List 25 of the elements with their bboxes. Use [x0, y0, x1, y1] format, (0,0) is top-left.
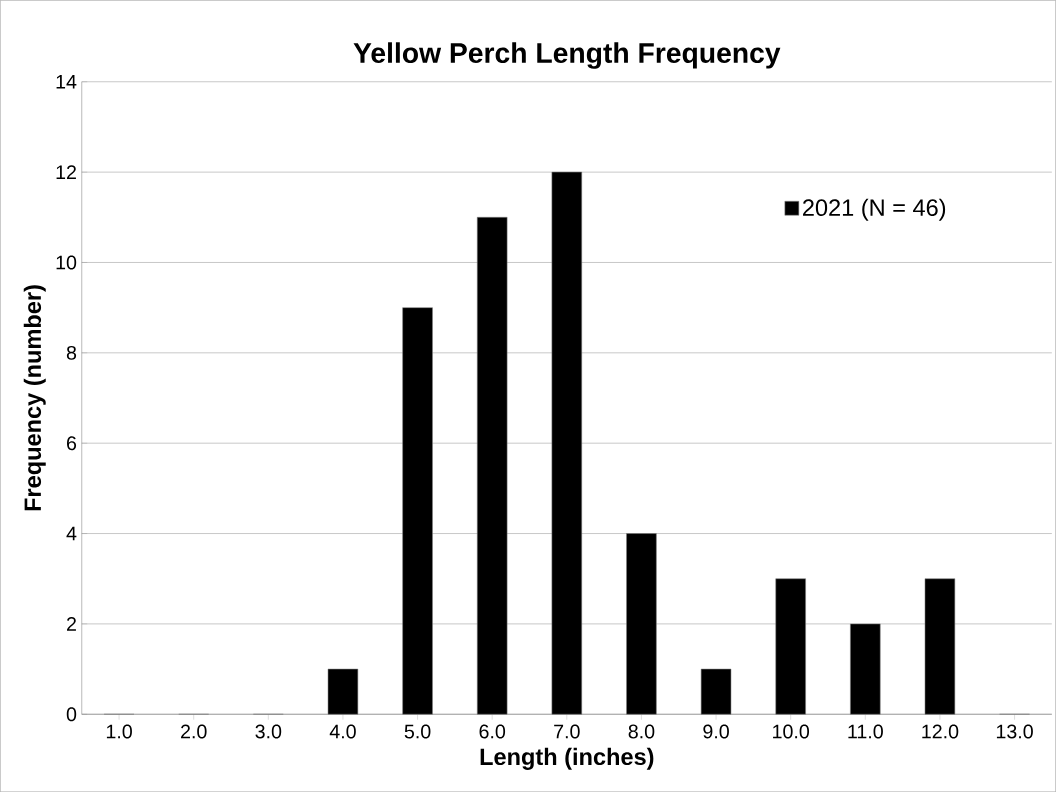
x-tick-label: 3.0 — [255, 724, 282, 739]
x-tick-label: 5.0 — [404, 724, 431, 739]
y-axis-title: Frequency (number) — [23, 285, 46, 511]
y-tick-label: 6 — [67, 436, 77, 451]
x-tick-label: 2.0 — [181, 724, 207, 739]
x-tick-label: 1.0 — [106, 724, 132, 739]
legend-label: 2021 (N = 46) — [803, 198, 946, 221]
x-axis-title: Length (inches) — [480, 747, 654, 770]
y-tick-label: 14 — [56, 74, 77, 89]
x-tick-label: 7.0 — [554, 724, 580, 739]
x-tick-label: 10.0 — [773, 724, 810, 739]
y-tick-label: 4 — [66, 526, 77, 541]
x-tick-label: 6.0 — [479, 724, 506, 739]
y-tick-label: 12 — [56, 165, 76, 179]
x-tick-label: 4.0 — [329, 724, 356, 739]
x-tick-label: 8.0 — [628, 724, 655, 739]
x-tick-label: 9.0 — [703, 724, 729, 739]
x-tick-label: 13.0 — [996, 724, 1033, 739]
y-tick-label: 10 — [56, 255, 77, 270]
y-tick-label: 2 — [67, 616, 76, 631]
y-tick-label: 8 — [66, 345, 77, 360]
chart-title: Yellow Perch Length Frequency — [353, 42, 781, 69]
y-tick-label: 0 — [66, 707, 77, 722]
x-tick-label: 12.0 — [922, 724, 959, 739]
x-tick-label: 11.0 — [848, 724, 883, 739]
